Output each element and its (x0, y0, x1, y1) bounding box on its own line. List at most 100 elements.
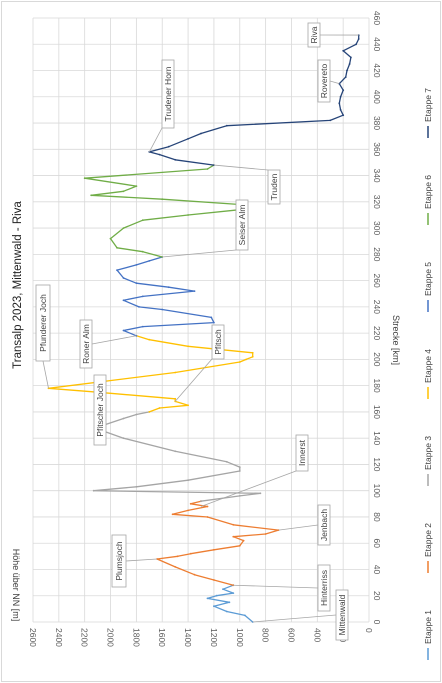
chart-title: Transalp 2023, Mittenwald - Riva (12, 201, 24, 369)
data-point (92, 489, 95, 492)
data-point (174, 450, 177, 453)
annotation-box (307, 22, 321, 48)
data-point (238, 466, 241, 468)
data-point (238, 544, 241, 547)
data-point (189, 502, 192, 505)
data-point (251, 355, 254, 358)
annotation-box (317, 504, 331, 546)
annotation-leader (148, 127, 163, 153)
annotation-label: Roner Alm (81, 324, 91, 364)
x-tick-label: 360 (372, 142, 382, 156)
data-point (158, 153, 161, 156)
x-tick-label: 340 (372, 168, 382, 182)
x-tick-label: 160 (372, 405, 382, 419)
annotation-label: Plumsjoch (114, 541, 124, 580)
data-point (206, 516, 209, 518)
series-line-2 (156, 500, 280, 586)
data-point (232, 584, 235, 587)
data-point (213, 548, 215, 551)
annotation-label: Pfitsch (213, 329, 223, 355)
data-point (141, 325, 144, 328)
y-tick-label: 800 (261, 628, 271, 642)
data-point (116, 246, 118, 249)
data-point (342, 114, 345, 117)
data-point (148, 338, 151, 341)
annotation-label: Innerst (297, 439, 307, 466)
data-point (344, 76, 347, 78)
data-point (210, 316, 213, 319)
data-point (206, 168, 209, 170)
data-point (264, 533, 267, 535)
x-tick-label: 320 (372, 195, 382, 209)
series-2 (156, 500, 280, 587)
data-point (225, 610, 228, 613)
annotation-box (161, 59, 175, 129)
data-point (232, 592, 235, 594)
data-point (213, 605, 215, 608)
y-tick-label: 2400 (54, 628, 64, 647)
y-tick-label: 400 (312, 628, 322, 642)
x-tick-label: 20 (372, 591, 382, 601)
data-point (122, 190, 125, 193)
x-tick-label: 80 (372, 512, 382, 522)
data-point (148, 260, 151, 262)
annotation-box (79, 319, 93, 369)
data-point (156, 558, 159, 560)
data-point (122, 437, 125, 440)
data-point (238, 470, 241, 472)
data-point (187, 479, 190, 482)
data-point (141, 219, 144, 222)
annotation-leader (213, 164, 269, 171)
data-point (135, 264, 138, 266)
x-tick-label: 460 (372, 11, 382, 25)
annotation-label: Pfunderer Joch (38, 294, 48, 352)
annotation-leader (252, 614, 337, 623)
data-point (225, 124, 228, 127)
gridlines (32, 17, 370, 623)
x-tick-label: 400 (372, 90, 382, 104)
data-point (200, 500, 202, 503)
data-point (187, 404, 190, 407)
y-tick-label: 1400 (183, 628, 193, 647)
x-tick-label: 60 (372, 538, 382, 548)
annotation-box (35, 284, 51, 362)
data-point (259, 492, 262, 495)
annotation-box (335, 589, 349, 641)
data-point (135, 185, 138, 188)
x-tick-label: 0 (372, 620, 382, 625)
annotation-leader (329, 80, 340, 85)
legend-item-label: Etappe 1 (423, 610, 433, 644)
annotation-box (267, 169, 281, 205)
series-line-3 (93, 411, 262, 502)
data-point (83, 177, 86, 180)
x-tick-label: 140 (372, 431, 382, 445)
annotation-leader (200, 470, 297, 507)
data-point (245, 358, 248, 361)
x-tick-label: 300 (372, 221, 382, 235)
legend: Etappe 1 Etappe 2 Etappe 3 Etappe 4 Etappe 5… (423, 88, 433, 660)
data-point (348, 63, 351, 65)
x-tick-label: 200 (372, 352, 382, 366)
data-point (232, 523, 235, 526)
x-tick-label: 40 (372, 565, 382, 575)
annotation-leader (174, 358, 213, 402)
annotation-leader (91, 335, 137, 345)
data-point (138, 306, 140, 308)
data-point (174, 566, 177, 568)
x-tick-label: 240 (372, 300, 382, 314)
data-point (187, 214, 190, 216)
data-point (135, 413, 138, 416)
data-point (242, 539, 245, 542)
data-point (109, 237, 112, 240)
data-point (342, 49, 345, 52)
data-point (193, 290, 196, 292)
data-point (187, 509, 190, 512)
data-point (206, 597, 209, 600)
series-line-1 (206, 584, 254, 623)
data-point (339, 95, 342, 98)
x-tick-label: 380 (372, 116, 382, 130)
annotation-leader (42, 360, 49, 389)
data-point (174, 371, 177, 374)
annotation-box (317, 564, 331, 612)
data-point (213, 579, 215, 581)
